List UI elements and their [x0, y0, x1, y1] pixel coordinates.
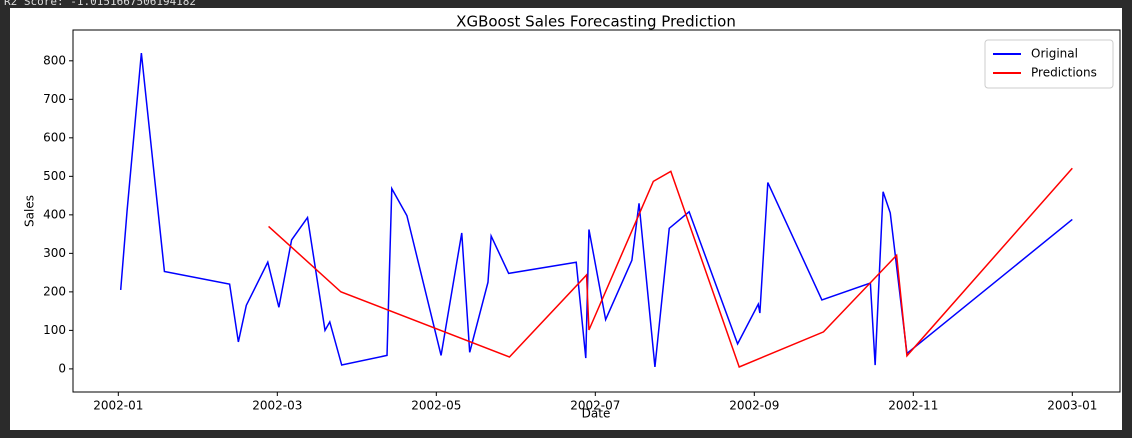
x-tick-label: 2002-01: [93, 399, 143, 413]
x-tick-label: 2003-01: [1047, 399, 1097, 413]
x-tick-label: 2002-05: [411, 399, 461, 413]
legend-box: [984, 39, 1114, 89]
chart-title: XGBoost Sales Forecasting Prediction: [456, 13, 736, 31]
y-tick-label: 400: [43, 207, 66, 221]
x-axis-label: Date: [582, 407, 611, 421]
line-series: [268, 167, 1073, 368]
y-tick-label: 100: [43, 323, 66, 337]
y-tick-label: 500: [43, 169, 66, 183]
y-axis-label: Sales: [23, 195, 37, 227]
x-tick-label: 2002-07: [570, 399, 620, 413]
output-text: R2 Score: -1.0151667506194182: [4, 0, 196, 8]
x-tick-label: 2002-03: [252, 399, 302, 413]
plot-frame: [72, 29, 1121, 393]
y-tick-label: 200: [43, 284, 66, 298]
figure-background: [10, 8, 1122, 430]
y-tick-label: 0: [58, 361, 66, 375]
x-tick-label: 2002-09: [729, 399, 779, 413]
y-tick-label: 700: [43, 92, 66, 106]
y-tick-label: 600: [43, 130, 66, 144]
y-tick-label: 800: [43, 53, 66, 67]
legend-label: Original: [1031, 47, 1078, 61]
y-tick-label: 300: [43, 246, 66, 260]
legend-label: Predictions: [1031, 66, 1097, 80]
line-series: [119, 53, 1073, 368]
x-tick-label: 2002-11: [888, 399, 938, 413]
